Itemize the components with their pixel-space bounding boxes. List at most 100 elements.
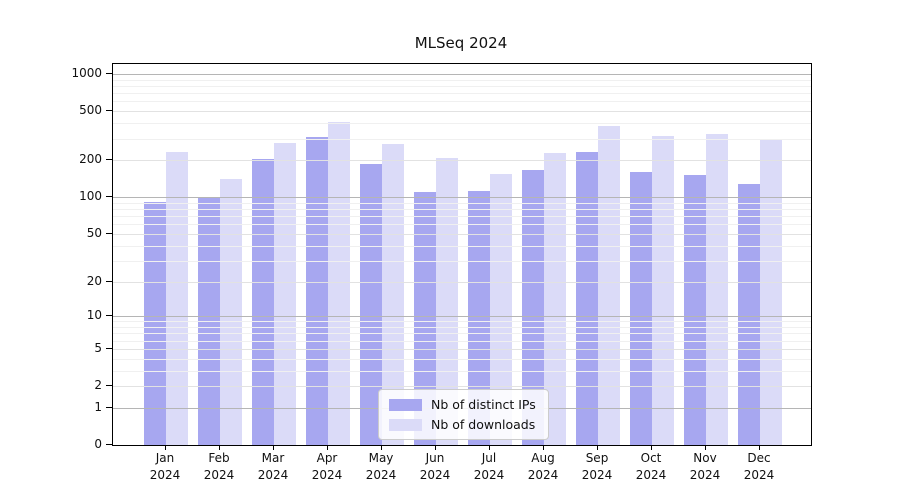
gridline-50 — [113, 234, 811, 235]
legend-label-downloads: Nb of downloads — [431, 417, 536, 432]
legend: Nb of distinct IPs Nb of downloads — [378, 389, 549, 440]
bar-ips-jun — [414, 192, 436, 445]
x-tick-label-feb: Feb 2024 — [203, 451, 235, 482]
y-tick-mark-100 — [106, 196, 112, 197]
legend-swatch-downloads — [389, 418, 422, 431]
gridline-3 — [113, 371, 811, 372]
bar-downloads-oct — [652, 136, 674, 445]
gridline-40 — [113, 246, 811, 247]
plot-area — [112, 63, 812, 446]
y-tick-label-500: 500 — [79, 103, 102, 117]
y-tick-mark-0 — [106, 444, 112, 445]
bar-downloads-apr — [328, 122, 350, 445]
x-tick-label-jan: Jan 2024 — [149, 451, 181, 482]
y-tick-label-20: 20 — [86, 274, 102, 288]
gridline-9 — [113, 321, 811, 322]
gridline-5 — [113, 349, 811, 350]
x-tick-mark-jan — [165, 445, 166, 450]
bar-ips-jan — [144, 202, 166, 445]
legend-swatch-distinct-ips — [389, 398, 422, 411]
y-tick-mark-50 — [106, 233, 112, 234]
bar-ips-nov — [684, 175, 706, 445]
bar-ips-dec — [738, 184, 760, 445]
x-tick-label-jul: Jul 2024 — [473, 451, 505, 482]
legend-label-distinct-ips: Nb of distinct IPs — [431, 397, 536, 412]
x-tick-label-sep: Sep 2024 — [581, 451, 613, 482]
y-tick-mark-5 — [106, 348, 112, 349]
bar-ips-aug — [522, 170, 544, 445]
gridline-900 — [113, 80, 811, 81]
bar-downloads-mar — [274, 143, 296, 445]
legend-item-distinct-ips: Nb of distinct IPs — [389, 397, 536, 412]
gridline-200 — [113, 160, 811, 161]
gridline-800 — [113, 86, 811, 87]
x-tick-label-dec: Dec 2024 — [743, 451, 775, 482]
x-tick-mark-dec — [759, 445, 760, 450]
bar-downloads-jul — [490, 174, 512, 445]
y-tick-label-0: 0 — [94, 437, 102, 451]
y-tick-mark-1000 — [106, 73, 112, 74]
y-tick-mark-200 — [106, 159, 112, 160]
gridline-500 — [113, 111, 811, 112]
y-tick-label-50: 50 — [86, 226, 102, 240]
bar-downloads-jan — [166, 152, 188, 445]
gridline-400 — [113, 123, 811, 124]
y-tick-label-1000: 1000 — [71, 66, 102, 80]
gridline-80 — [113, 209, 811, 210]
y-tick-label-1: 1 — [94, 400, 102, 414]
bar-ips-oct — [630, 172, 652, 445]
legend-item-downloads: Nb of downloads — [389, 417, 536, 432]
gridline-2 — [113, 386, 811, 387]
gridline-6 — [113, 341, 811, 342]
y-tick-mark-1 — [106, 407, 112, 408]
chart-title: MLSeq 2024 — [414, 34, 508, 52]
x-tick-mark-apr — [327, 445, 328, 450]
x-tick-label-apr: Apr 2024 — [311, 451, 343, 482]
y-tick-label-100: 100 — [79, 189, 102, 203]
x-tick-mark-sep — [597, 445, 598, 450]
gridline-700 — [113, 93, 811, 94]
y-tick-label-200: 200 — [79, 152, 102, 166]
gridline-1000 — [113, 74, 811, 75]
gridline-60 — [113, 224, 811, 225]
x-tick-mark-aug — [543, 445, 544, 450]
bar-downloads-aug — [544, 153, 566, 445]
gridline-30 — [113, 261, 811, 262]
bar-ips-sep — [576, 152, 598, 445]
gridline-100 — [113, 197, 811, 198]
y-tick-label-5: 5 — [94, 341, 102, 355]
x-tick-mark-oct — [651, 445, 652, 450]
x-tick-label-aug: Aug 2024 — [527, 451, 559, 482]
gridline-70 — [113, 216, 811, 217]
bar-ips-apr — [306, 137, 328, 445]
gridline-20 — [113, 282, 811, 283]
gridline-4 — [113, 359, 811, 360]
y-tick-label-2: 2 — [94, 378, 102, 392]
y-tick-mark-2 — [106, 385, 112, 386]
gridline-10 — [113, 316, 811, 317]
y-tick-mark-10 — [106, 315, 112, 316]
bar-ips-jul — [468, 191, 490, 445]
x-tick-mark-mar — [273, 445, 274, 450]
y-tick-label-10: 10 — [86, 308, 102, 322]
bar-downloads-feb — [220, 179, 242, 445]
x-tick-mark-jul — [489, 445, 490, 450]
bar-downloads-jun — [436, 158, 458, 445]
x-tick-mark-feb — [219, 445, 220, 450]
x-tick-label-nov: Nov 2024 — [689, 451, 721, 482]
x-tick-label-jun: Jun 2024 — [419, 451, 451, 482]
x-tick-mark-jun — [435, 445, 436, 450]
x-tick-label-may: May 2024 — [365, 451, 397, 482]
bar-downloads-sep — [598, 126, 620, 445]
bar-downloads-may — [382, 144, 404, 445]
bar-downloads-dec — [760, 139, 782, 445]
gridline-90 — [113, 203, 811, 204]
bar-downloads-nov — [706, 134, 728, 445]
x-tick-mark-nov — [705, 445, 706, 450]
x-tick-mark-may — [381, 445, 382, 450]
gridline-8 — [113, 327, 811, 328]
x-tick-label-mar: Mar 2024 — [257, 451, 289, 482]
y-tick-mark-500 — [106, 110, 112, 111]
gridline-600 — [113, 101, 811, 102]
